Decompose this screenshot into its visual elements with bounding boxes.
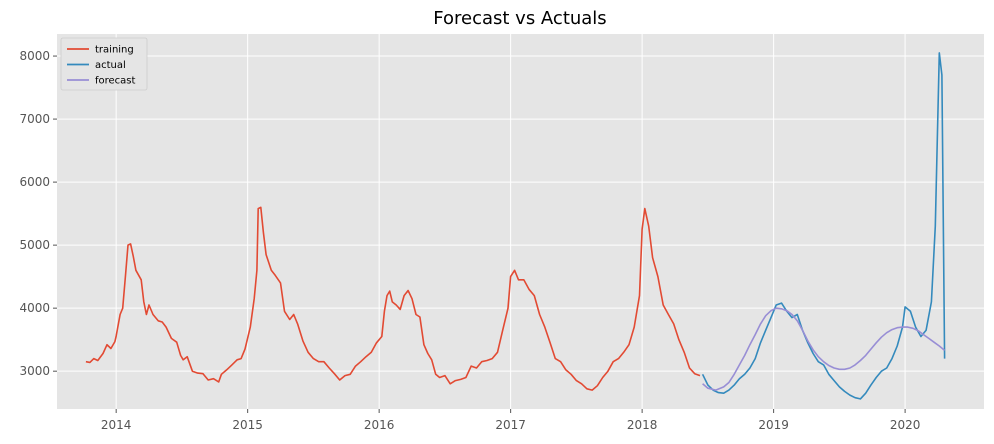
- x-tick-label: 2017: [495, 418, 526, 432]
- actual-series-line: [701, 52, 946, 400]
- x-tick-label: 2018: [627, 418, 658, 432]
- axis-ticks: 2014 2015 2016 2017 2018 2019 2020 3000 4000 5000…: [19, 49, 920, 432]
- x-tick-label: 2016: [364, 418, 395, 432]
- x-tick-label: 2015: [232, 418, 263, 432]
- y-tick-label: 6000: [19, 175, 50, 189]
- y-tick-label: 7000: [19, 112, 50, 126]
- training-series-line: [85, 206, 701, 391]
- y-tick-label: 3000: [19, 364, 50, 378]
- chart-title: Forecast vs Actuals: [433, 8, 606, 29]
- y-tick-label: 5000: [19, 238, 50, 252]
- legend: training actual forecast: [60, 37, 148, 91]
- x-tick-label: 2019: [758, 418, 789, 432]
- series-lines: [85, 52, 946, 400]
- legend-label-actual: actual: [95, 60, 126, 71]
- legend-label-training: training: [95, 45, 134, 56]
- y-tick-label: 4000: [19, 301, 50, 315]
- plot-area: [57, 34, 984, 409]
- forecast-series-line: [702, 307, 946, 391]
- x-tick-label: 2020: [890, 418, 921, 432]
- grid: [57, 34, 984, 409]
- y-tick-label: 8000: [19, 49, 50, 63]
- legend-box: [60, 37, 148, 91]
- legend-label-forecast: forecast: [95, 76, 136, 87]
- x-tick-label: 2014: [101, 418, 132, 432]
